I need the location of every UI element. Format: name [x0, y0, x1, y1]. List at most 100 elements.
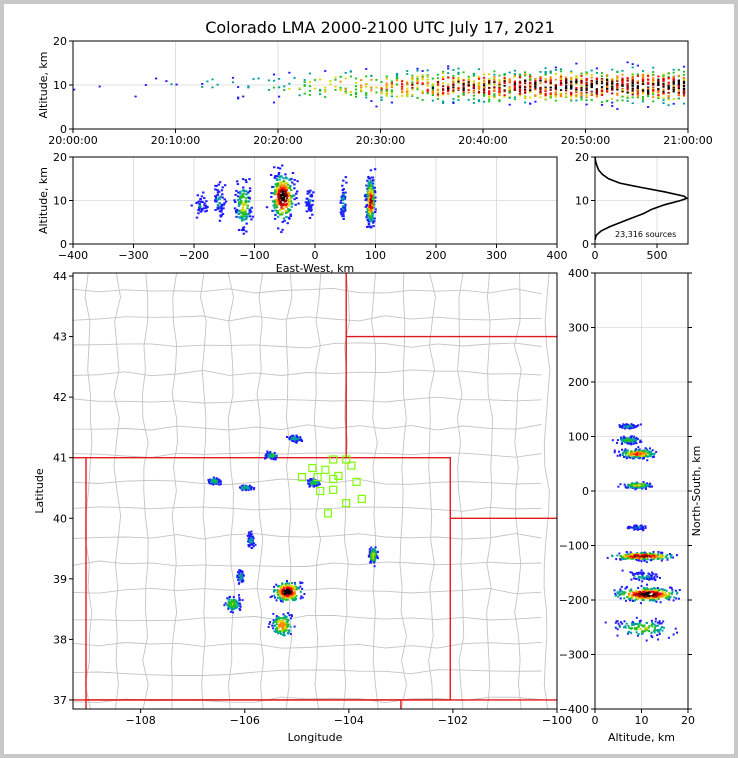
- source-density-cell: [272, 627, 275, 630]
- source-density-cell: [236, 199, 240, 202]
- county-line: [200, 272, 207, 710]
- source-density-cell: [281, 190, 285, 193]
- county-line: [142, 272, 149, 710]
- source-density-cell: [269, 453, 272, 456]
- source-density-cell: [640, 569, 643, 572]
- source-density-cell: [483, 84, 486, 86]
- source-density-cell: [276, 201, 279, 203]
- source-density-cell: [658, 631, 661, 634]
- source-density-cell: [273, 451, 276, 454]
- source-density-cell: [524, 88, 527, 91]
- source-density-cell: [385, 82, 388, 85]
- source-density-cell: [281, 599, 284, 602]
- source-density-cell: [616, 554, 619, 557]
- source-density-cell: [279, 194, 283, 196]
- source-density-cell: [218, 181, 222, 184]
- source-density-cell: [279, 591, 282, 594]
- source-density-cell: [585, 81, 588, 84]
- source-density-cell: [365, 184, 368, 187]
- source-density-cell: [366, 187, 369, 190]
- source-density-cell: [630, 439, 633, 442]
- source-density-cell: [286, 191, 290, 194]
- source-density-cell: [370, 553, 373, 556]
- source-density-cell: [287, 612, 289, 615]
- source-density-cell: [242, 212, 245, 214]
- source-density-cell: [291, 181, 294, 184]
- source-density-cell: [390, 95, 393, 98]
- source-density-cell: [406, 92, 409, 94]
- source-density-cell: [662, 92, 665, 95]
- plot-content: [72, 272, 557, 710]
- source-density-cell: [371, 549, 374, 552]
- source-density-cell: [617, 592, 619, 595]
- source-density-cell: [641, 83, 645, 85]
- source-density-cell: [342, 179, 345, 182]
- source-density-cell: [633, 435, 636, 438]
- source-density-cell: [308, 94, 311, 96]
- source-density-cell: [282, 186, 285, 189]
- source-density-cell: [636, 590, 639, 593]
- source-density-cell: [244, 203, 247, 206]
- source-density-cell: [390, 89, 393, 92]
- source-density-cell: [313, 485, 315, 488]
- source-density-cell: [218, 196, 221, 199]
- source-density-cell: [290, 438, 293, 441]
- source-density-cell: [276, 596, 279, 599]
- source-density-cell: [627, 552, 630, 555]
- source-density-cell: [222, 207, 225, 210]
- source-density-cell: [375, 86, 378, 89]
- source-density-cell: [646, 451, 649, 454]
- source-density-cell: [632, 442, 635, 445]
- source-density-cell: [621, 437, 624, 440]
- source-density-cell: [452, 102, 455, 104]
- source-density-cell: [274, 458, 277, 461]
- source-density-cell: [370, 196, 373, 199]
- source-density-cell: [287, 187, 290, 190]
- source-density-cell: [660, 588, 663, 591]
- source-density-cell: [493, 86, 496, 89]
- source-density-cell: [73, 88, 76, 91]
- source-density-cell: [293, 590, 296, 593]
- source-density-cell: [513, 74, 516, 77]
- source-density-cell: [631, 553, 634, 556]
- source-density-cell: [483, 91, 486, 94]
- source-density-cell: [310, 208, 313, 211]
- source-density-cell: [308, 216, 312, 219]
- source-density-cell: [641, 598, 644, 601]
- source-density-cell: [483, 81, 486, 84]
- source-density-cell: [230, 601, 233, 604]
- source-density-cell: [639, 439, 642, 442]
- source-density-cell: [635, 556, 637, 559]
- source-density-cell: [201, 200, 204, 203]
- y-tick-label: 44: [53, 270, 67, 283]
- source-density-cell: [354, 95, 358, 98]
- source-density-cell: [278, 175, 282, 178]
- source-density-cell: [208, 478, 211, 481]
- source-density-cell: [677, 97, 680, 100]
- source-density-cell: [308, 81, 311, 83]
- source-density-cell: [311, 483, 314, 486]
- source-density-cell: [668, 594, 671, 597]
- source-density-cell: [575, 95, 578, 98]
- source-density-cell: [282, 631, 285, 633]
- source-density-cell: [242, 218, 246, 221]
- source-density-cell: [371, 557, 374, 560]
- source-density-cell: [373, 565, 376, 568]
- source-density-cell: [632, 556, 634, 559]
- source-density-cell: [641, 630, 644, 632]
- source-density-cell: [288, 629, 291, 632]
- source-density-cell: [503, 94, 506, 96]
- source-density-cell: [639, 527, 642, 530]
- source-density-cell: [630, 442, 633, 445]
- source-density-cell: [659, 551, 662, 554]
- source-density-cell: [634, 448, 637, 451]
- source-density-cell: [508, 97, 511, 99]
- source-density-cell: [682, 93, 686, 96]
- source-density-cell: [204, 210, 207, 213]
- source-density-cell: [488, 78, 491, 80]
- source-density-cell: [570, 71, 573, 74]
- source-density-cell: [634, 623, 637, 625]
- source-density-cell: [654, 587, 657, 590]
- source-density-cell: [539, 86, 542, 89]
- source-density-cell: [293, 178, 296, 181]
